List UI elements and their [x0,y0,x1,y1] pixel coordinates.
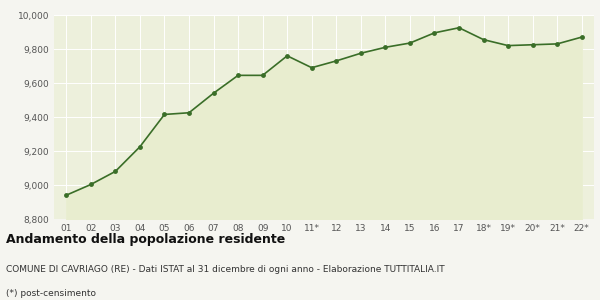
Point [233,73,243,78]
Point [479,37,488,42]
Point [553,41,562,46]
Point [430,31,439,35]
Point [331,58,341,63]
Point [528,42,538,47]
Point [86,182,95,187]
Point [380,45,390,50]
Point [184,110,194,115]
Text: Andamento della popolazione residente: Andamento della popolazione residente [6,232,285,245]
Point [283,53,292,58]
Point [356,51,365,56]
Point [258,73,268,78]
Point [503,43,513,48]
Point [135,144,145,149]
Point [110,169,120,174]
Text: COMUNE DI CAVRIAGO (RE) - Dati ISTAT al 31 dicembre di ogni anno - Elaborazione : COMUNE DI CAVRIAGO (RE) - Dati ISTAT al … [6,266,445,274]
Point [577,35,587,40]
Point [209,91,218,96]
Point [160,112,169,117]
Point [405,41,415,46]
Point [307,65,317,70]
Text: (*) post-censimento: (*) post-censimento [6,290,96,298]
Point [454,25,464,30]
Point [61,193,71,198]
